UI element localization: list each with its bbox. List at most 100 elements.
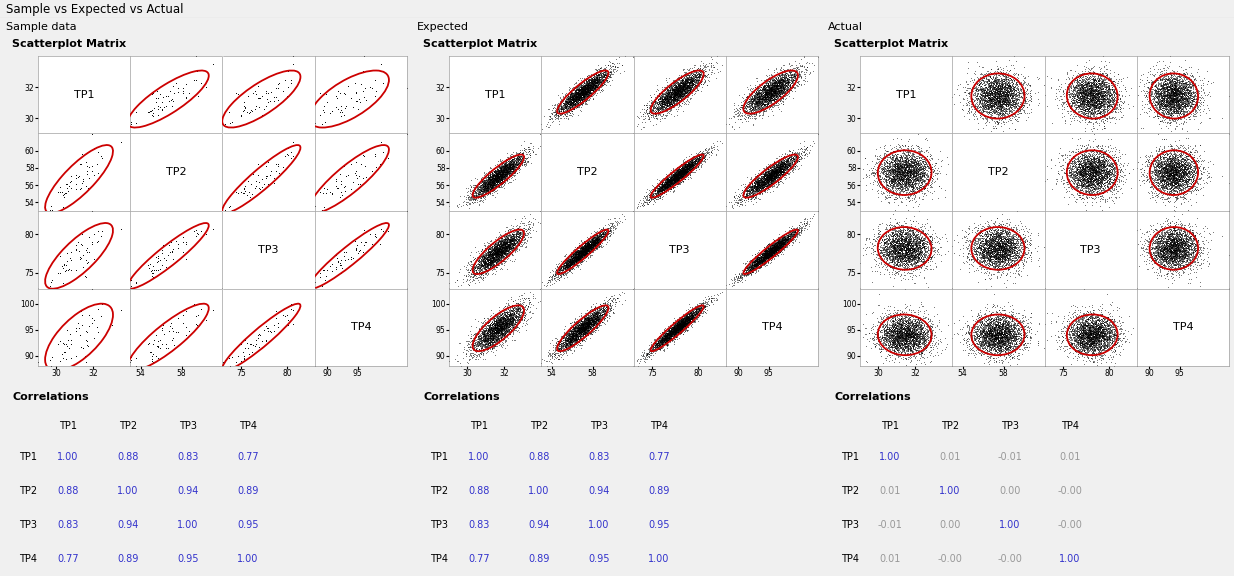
Point — [1007, 96, 1027, 105]
Point — [1080, 340, 1099, 350]
Point — [569, 323, 589, 332]
Point — [647, 97, 666, 107]
Point — [875, 166, 895, 176]
Point — [1104, 147, 1124, 156]
Point — [478, 263, 497, 272]
Point — [903, 168, 923, 177]
Point — [1159, 105, 1178, 114]
Point — [770, 88, 790, 97]
Point — [670, 169, 690, 179]
Point — [492, 240, 512, 249]
Point — [658, 327, 677, 336]
Point — [922, 160, 942, 169]
Point — [1067, 84, 1087, 93]
Point — [496, 312, 516, 321]
Point — [1088, 88, 1108, 97]
Point — [1154, 96, 1174, 105]
Point — [569, 251, 589, 260]
Point — [769, 92, 789, 101]
Point — [565, 326, 585, 335]
Point — [897, 322, 917, 331]
Point — [668, 320, 687, 329]
Point — [148, 343, 168, 352]
Point — [753, 172, 772, 181]
Point — [487, 312, 507, 321]
Point — [754, 101, 774, 110]
Point — [1061, 100, 1081, 109]
Point — [786, 225, 806, 234]
Point — [886, 154, 906, 163]
Point — [663, 175, 682, 184]
Point — [1080, 103, 1099, 112]
Point — [668, 317, 687, 327]
Point — [995, 255, 1014, 264]
Point — [1167, 227, 1187, 236]
Point — [564, 334, 584, 343]
Point — [486, 335, 506, 344]
Point — [1170, 94, 1190, 104]
Point — [590, 78, 610, 87]
Point — [780, 234, 800, 243]
Point — [576, 247, 596, 256]
Point — [578, 320, 597, 329]
Point — [660, 180, 680, 190]
Point — [575, 88, 595, 97]
Point — [993, 245, 1013, 255]
Point — [579, 244, 598, 253]
Point — [500, 161, 520, 170]
Point — [668, 319, 687, 328]
Point — [1164, 78, 1183, 88]
Point — [573, 90, 592, 99]
Point — [987, 348, 1007, 358]
Point — [1003, 248, 1023, 257]
Point — [991, 329, 1011, 339]
Point — [1088, 109, 1108, 118]
Point — [1177, 176, 1197, 185]
Point — [475, 173, 495, 182]
Point — [506, 313, 526, 323]
Point — [502, 323, 522, 332]
Point — [881, 343, 901, 352]
Point — [744, 188, 764, 198]
Point — [738, 82, 758, 91]
Point — [987, 97, 1007, 107]
Point — [661, 88, 681, 97]
Point — [587, 303, 607, 312]
Point — [665, 85, 685, 94]
Point — [892, 160, 912, 169]
Point — [901, 175, 921, 184]
Point — [589, 235, 608, 244]
Point — [992, 82, 1012, 92]
Point — [1159, 164, 1178, 173]
Point — [887, 241, 907, 251]
Point — [674, 82, 694, 91]
Point — [1099, 92, 1119, 101]
Point — [903, 327, 923, 336]
Point — [681, 162, 701, 172]
Point — [881, 348, 901, 357]
Point — [1069, 167, 1088, 176]
Point — [1091, 164, 1111, 173]
Point — [664, 175, 684, 184]
Point — [983, 313, 1003, 323]
Point — [1097, 94, 1117, 104]
Point — [909, 322, 929, 331]
Point — [991, 79, 1011, 89]
Point — [764, 82, 784, 92]
Point — [534, 281, 554, 290]
Point — [769, 179, 789, 188]
Point — [494, 313, 513, 322]
Point — [1185, 165, 1204, 174]
Point — [753, 88, 772, 97]
Point — [1155, 169, 1175, 179]
Point — [1187, 170, 1207, 179]
Point — [871, 343, 891, 352]
Point — [565, 246, 585, 255]
Point — [575, 314, 595, 323]
Point — [573, 323, 592, 332]
Point — [479, 338, 499, 347]
Point — [676, 315, 696, 324]
Point — [1096, 358, 1116, 367]
Point — [696, 71, 716, 80]
Point — [1134, 79, 1154, 89]
